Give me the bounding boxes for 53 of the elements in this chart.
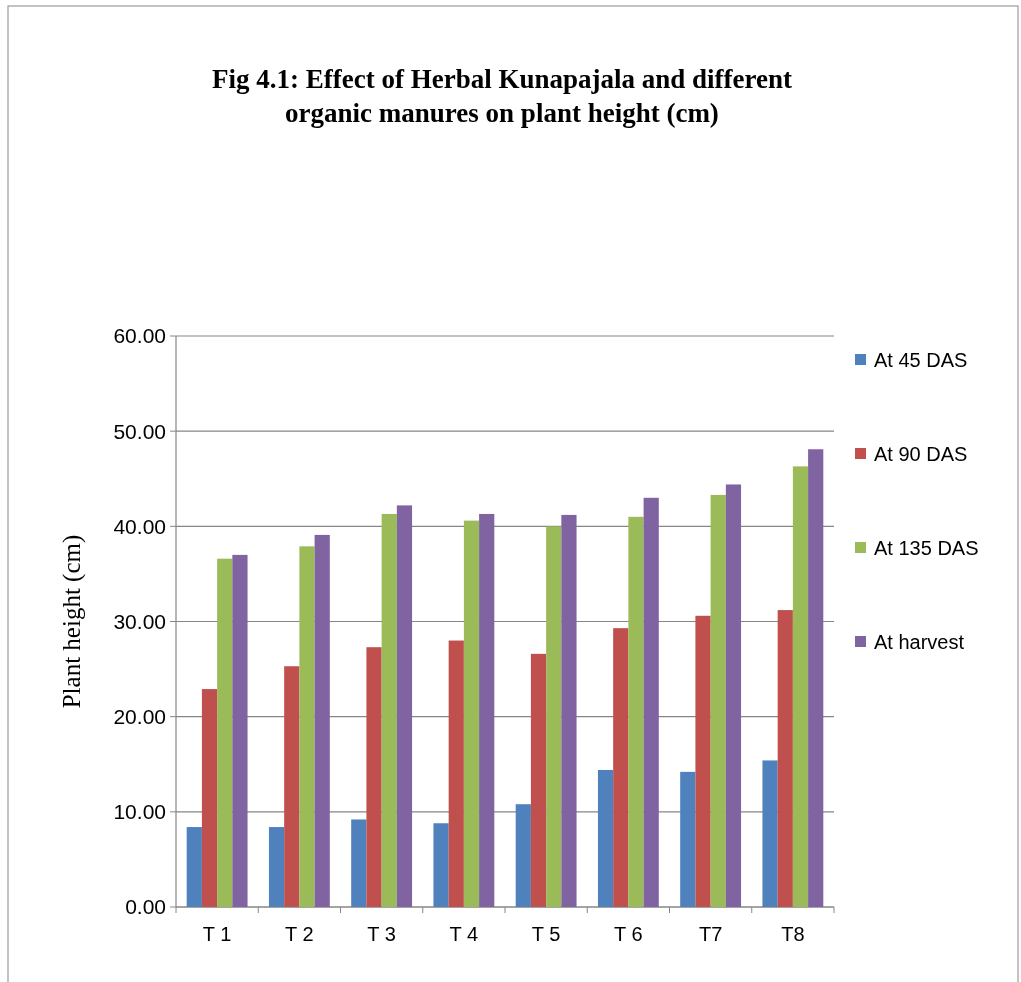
- y-tick-label: 40.00: [113, 514, 166, 538]
- bar: [643, 497, 659, 907]
- bar: [351, 819, 367, 907]
- bar: [268, 827, 285, 907]
- bar: [695, 615, 711, 907]
- bar: [201, 689, 218, 907]
- bar: [366, 647, 382, 907]
- bar: [284, 666, 300, 907]
- bar: [710, 494, 726, 907]
- bar: [762, 760, 778, 907]
- bar: [808, 449, 824, 907]
- bar: [792, 466, 809, 907]
- y-tick-label: 60.00: [113, 324, 166, 348]
- bar: [232, 554, 248, 907]
- y-axis-title: Plant height (cm): [58, 534, 86, 709]
- bar: [381, 513, 397, 907]
- y-tick-label: 20.00: [113, 705, 166, 729]
- bar: [186, 827, 202, 907]
- bar: [448, 640, 464, 907]
- bar: [546, 526, 562, 907]
- x-tick-label: T 2: [285, 923, 314, 945]
- bar: [217, 558, 233, 907]
- bar: [530, 653, 547, 907]
- bar: [314, 534, 330, 907]
- x-tick-label: T 5: [531, 923, 561, 945]
- bar: [628, 516, 644, 907]
- x-tick-label: T 6: [614, 923, 643, 945]
- legend-label: At 45 DAS: [874, 349, 968, 371]
- x-tick-label: T8: [781, 923, 805, 945]
- x-tick-label: T 4: [449, 923, 479, 945]
- bar: [299, 546, 315, 907]
- legend-label: At harvest: [874, 631, 965, 653]
- bar: [479, 513, 495, 907]
- bar: [463, 520, 480, 907]
- bar: [597, 769, 614, 907]
- chart-title: Fig 4.1: Effect of Herbal Kunapajala and different organic manures on plant height (cm): [212, 64, 792, 128]
- y-tick-label: 50.00: [113, 419, 166, 443]
- bar: [396, 505, 413, 907]
- x-tick-label: T7: [698, 923, 723, 945]
- bar: [613, 628, 629, 907]
- bar: [515, 804, 531, 907]
- legend-label: At 135 DAS: [874, 537, 979, 559]
- bar: [561, 514, 577, 907]
- y-tick-label: 30.00: [113, 609, 166, 633]
- bar: [680, 771, 696, 907]
- bar: [433, 823, 449, 907]
- bar: [725, 484, 742, 907]
- x-tick-label: T 1: [202, 923, 232, 945]
- legend-label: At 90 DAS: [874, 443, 968, 465]
- bar: [777, 610, 793, 907]
- y-tick-label: 0.00: [125, 895, 166, 919]
- x-tick-label: T 3: [367, 923, 396, 945]
- y-tick-label: 10.00: [113, 800, 166, 824]
